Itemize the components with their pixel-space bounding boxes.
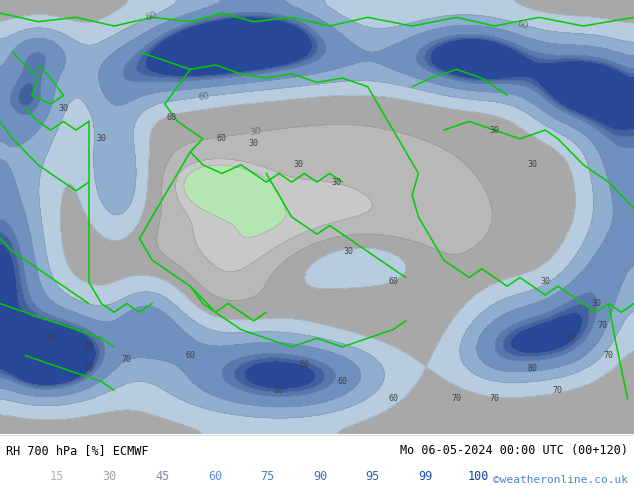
Text: 15: 15 [50, 470, 64, 483]
Text: 60: 60 [185, 351, 195, 360]
Text: 70: 70 [604, 351, 614, 360]
Text: 70: 70 [122, 355, 132, 365]
Text: 70: 70 [84, 364, 94, 373]
Text: RH 700 hPa [%] ECMWF: RH 700 hPa [%] ECMWF [6, 444, 149, 457]
Text: 30: 30 [293, 160, 303, 169]
Text: 80: 80 [527, 364, 538, 373]
Text: 30: 30 [489, 125, 500, 135]
Text: 30: 30 [103, 470, 117, 483]
Text: 70: 70 [597, 321, 607, 330]
Text: 60: 60 [145, 9, 159, 23]
Text: 60: 60 [337, 377, 347, 386]
Text: 30: 30 [96, 134, 107, 143]
Text: 60: 60 [299, 360, 309, 369]
Text: 75: 75 [261, 470, 275, 483]
Text: 30: 30 [331, 178, 341, 187]
Text: 60: 60 [516, 19, 529, 30]
Text: 80: 80 [84, 343, 94, 351]
Text: 60: 60 [197, 92, 210, 102]
Text: 60: 60 [388, 394, 398, 403]
Text: ©weatheronline.co.uk: ©weatheronline.co.uk [493, 475, 628, 486]
Text: 30: 30 [58, 104, 68, 113]
Text: 60: 60 [388, 277, 398, 286]
Text: 90: 90 [313, 470, 327, 483]
Text: 30: 30 [527, 160, 538, 169]
Text: 60: 60 [217, 134, 227, 143]
Text: 70: 70 [566, 334, 576, 343]
Text: 60: 60 [208, 470, 222, 483]
Text: 95: 95 [366, 470, 380, 483]
Text: 70: 70 [489, 394, 500, 403]
Text: 30: 30 [344, 247, 354, 256]
Text: Mo 06-05-2024 00:00 UTC (00+120): Mo 06-05-2024 00:00 UTC (00+120) [399, 444, 628, 457]
Text: 70: 70 [46, 334, 56, 343]
Text: 45: 45 [155, 470, 169, 483]
Text: 30: 30 [540, 277, 550, 286]
Text: 30: 30 [591, 299, 601, 308]
Text: 60: 60 [166, 113, 176, 122]
Text: 70: 70 [553, 386, 563, 395]
Text: 99: 99 [418, 470, 432, 483]
Text: 70: 70 [451, 394, 462, 403]
Text: 30: 30 [249, 139, 259, 147]
Text: 60: 60 [274, 386, 284, 395]
Text: 30: 30 [250, 127, 262, 137]
Text: 100: 100 [467, 470, 489, 483]
